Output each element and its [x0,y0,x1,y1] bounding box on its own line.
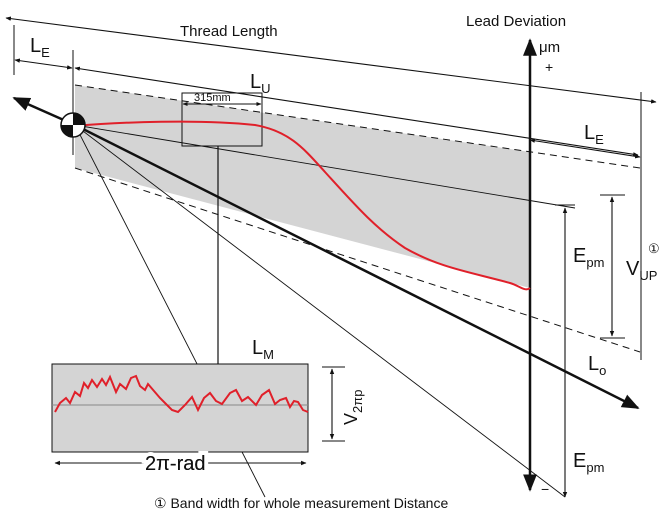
le-right-dim [529,138,641,159]
tolerance-band [75,85,530,288]
label-two-pi-rad-front: 2π-rad [145,453,206,475]
label-epm-lower: Epm [573,450,604,475]
lead-deviation-title: Lead Deviation [466,13,566,30]
label-epm-upper: Epm [573,245,604,270]
le-left-dim [14,58,73,70]
label-window-315mm: 315mm [194,92,231,104]
label-vup-footnote-mark: ① [648,241,660,256]
nominal-line-mid [74,124,566,498]
origin-marker [60,112,86,138]
label-lu: LU [250,71,271,96]
lm-inset-panel [51,363,309,453]
axis-unit: μm [539,39,560,56]
label-lm: LM [252,337,274,362]
reference-line-lo [74,123,640,410]
axis-plus: + [545,59,553,75]
axis-minus: − [541,481,549,497]
label-vup: VUP [626,258,657,283]
lm-inset-curve [54,374,309,414]
lead-deviation-curve [74,120,531,291]
label-lo: Lo [588,353,606,378]
thread-length-title: Thread Length [180,23,278,40]
label-le-left: LE [30,35,50,60]
label-le-right: LE [584,122,604,147]
label-two-pi-rad: 2π-rad [145,453,206,475]
label-v2pp: V2πp [341,390,365,425]
band-lower-dashed [74,167,641,353]
measurement-window [181,92,263,147]
footnote: ① Band width for whole measurement Dista… [154,495,448,511]
